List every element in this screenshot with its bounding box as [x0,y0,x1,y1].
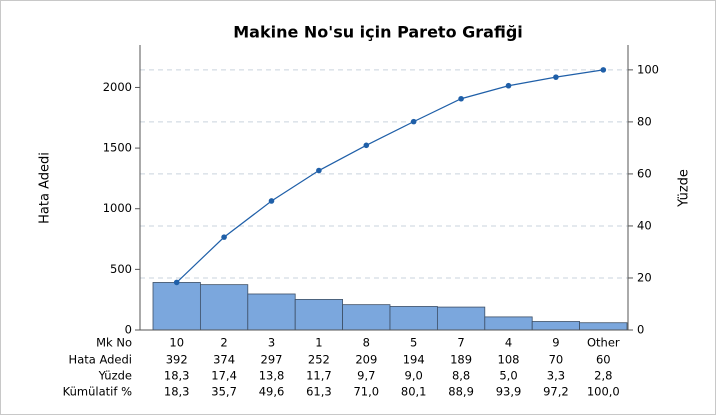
x-tick-label: 9 [552,336,559,350]
cumulative-cell: 97,2 [543,385,569,399]
cumulative-cell: 49,6 [259,385,285,399]
count-cell: 297 [261,353,283,367]
bar [579,322,628,331]
y2-tick-label: 100 [637,62,659,76]
percent-cell: 11,7 [306,369,332,383]
bar [199,284,249,331]
x-tick-label: 10 [169,336,184,350]
cumulative-cell: 35,7 [211,385,237,399]
count-cell: 60 [596,353,611,367]
row-label: Yüzde [98,369,132,383]
count-cell: 194 [403,353,425,367]
percent-cell: 9,0 [405,369,423,383]
cumulative-point [458,95,464,102]
cumulative-point [316,167,322,174]
count-cell: 392 [166,353,188,367]
y-tick-label: 500 [110,262,132,276]
row-label: Kümülatif % [63,385,132,399]
count-cell: 252 [308,353,330,367]
count-cell: 209 [355,353,377,367]
percent-cell: 13,8 [259,369,285,383]
x-tick-label: Other [587,336,620,350]
chart-title: Makine No'su için Pareto Grafiği [233,23,523,42]
cumulative-point [553,74,559,80]
x-tick-label: 1 [315,336,322,350]
count-cell: 108 [498,353,520,367]
y-tick-label: 2000 [103,80,132,94]
percent-cell: 18,3 [164,369,190,383]
count-cell: 189 [450,353,472,367]
count-cell: 374 [213,353,235,367]
x-tick-label: 8 [363,336,370,350]
cumulative-cell: 88,9 [448,385,474,399]
cumulative-cell: 18,3 [164,385,190,399]
x-tick-label: 2 [220,336,227,350]
cumulative-point [505,82,512,89]
cumulative-point [600,67,607,73]
percent-cell: 17,4 [211,369,237,383]
x-tick-label: 4 [505,336,512,350]
y-tick-label: 1000 [103,201,132,215]
count-cell: 70 [549,353,564,367]
cumulative-point [221,234,227,240]
cumulative-point [268,198,275,204]
cumulative-cell: 80,1 [401,385,427,399]
cumulative-point [363,142,370,149]
y2-tick-label: 40 [637,218,652,232]
bar [247,293,296,331]
y2-tick-label: 80 [637,114,652,128]
bar [484,316,533,331]
cumulative-cell: 71,0 [353,385,379,399]
y2-tick-label: 0 [637,323,644,337]
x-tick-label: 7 [457,336,464,350]
y-tick-label: 0 [125,323,132,337]
y2-axis-title: Yüzde [677,169,692,208]
y-axis-title: Hata Adedi [38,152,53,224]
y2-tick-label: 60 [637,166,652,180]
cumulative-cell: 61,3 [306,385,332,399]
cumulative-cell: 93,9 [496,385,522,399]
percent-cell: 8,8 [452,369,470,383]
bar [294,299,344,331]
row-label: Mk No [96,336,132,350]
cumulative-point [173,279,180,286]
x-tick-label: 3 [268,336,275,350]
percent-cell: 2,8 [594,369,612,383]
bar [342,304,391,331]
bar [389,306,438,331]
bar [436,306,486,331]
cumulative-line [176,69,604,283]
cumulative-point [410,118,417,125]
row-label: Hata Adedi [69,353,132,367]
percent-cell: 5,0 [499,369,517,383]
bar [152,282,201,331]
y2-tick-label: 20 [637,270,652,284]
percent-cell: 9,7 [357,369,375,383]
cumulative-cell: 100,0 [587,385,620,399]
percent-cell: 3,3 [547,369,565,383]
x-tick-label: 5 [410,336,417,350]
y-tick-label: 1500 [103,141,132,155]
bar [531,321,581,331]
